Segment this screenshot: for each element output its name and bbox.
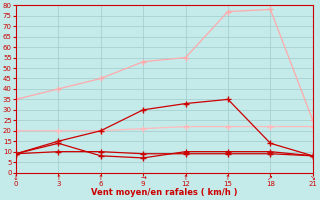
X-axis label: Vent moyen/en rafales ( km/h ): Vent moyen/en rafales ( km/h )	[91, 188, 238, 197]
